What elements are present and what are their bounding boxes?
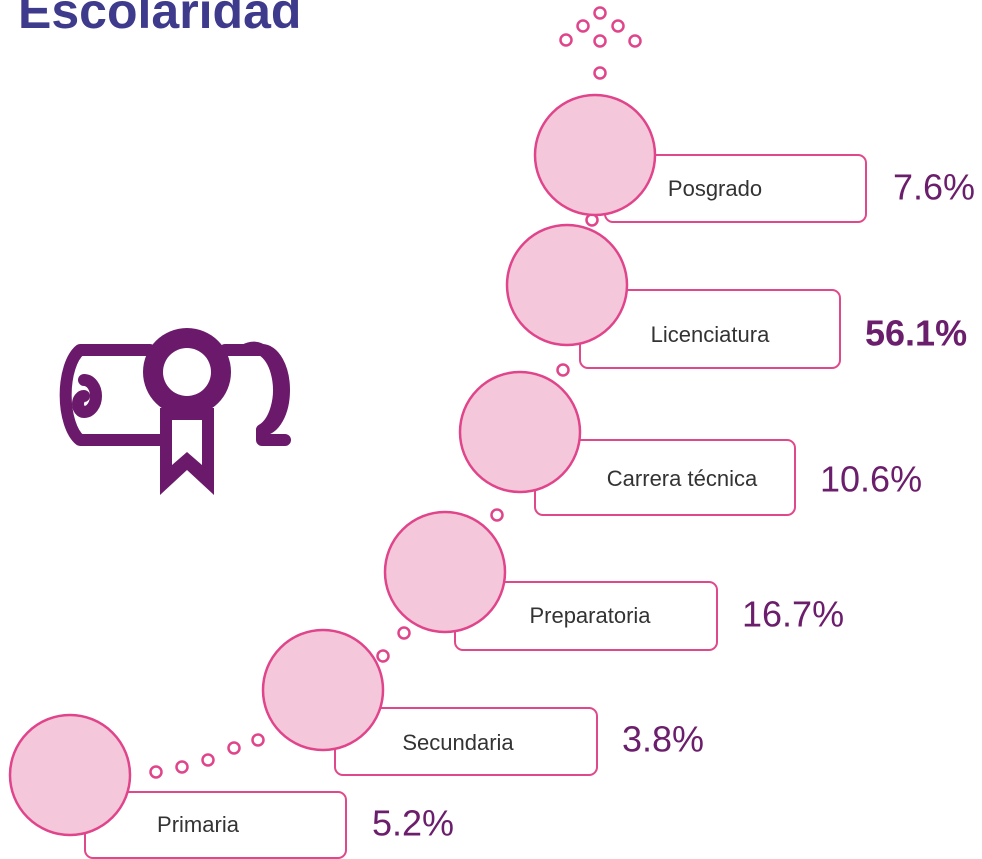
step-circle (458, 370, 582, 494)
step-label: Secundaria (402, 730, 514, 755)
step-value: 16.7% (742, 594, 844, 635)
step-label: Primaria (157, 812, 240, 837)
step-label: Posgrado (668, 176, 762, 201)
step-label: Preparatoria (529, 603, 651, 628)
title: Escolaridad (18, 0, 301, 39)
step: Carrera técnica 10.6% (458, 370, 922, 516)
step: Primaria 5.2% (8, 713, 454, 859)
diploma-icon (59, 328, 291, 495)
step-value: 7.6% (893, 167, 975, 208)
step-value: 3.8% (622, 719, 704, 760)
step: Preparatoria 16.7% (383, 510, 844, 651)
step-circle (261, 628, 385, 752)
step-circle (533, 93, 657, 217)
decor-dots (149, 6, 642, 779)
step: Secundaria 3.8% (261, 628, 704, 776)
step-circle (8, 713, 132, 837)
step: Posgrado 7.6% (533, 93, 975, 223)
step: Licenciatura 56.1% (505, 223, 967, 369)
step-value: 5.2% (372, 803, 454, 844)
step-label: Carrera técnica (607, 466, 758, 491)
step-circle (505, 223, 629, 347)
step-value: 56.1% (865, 313, 967, 354)
step-value: 10.6% (820, 459, 922, 500)
step-circle (383, 510, 507, 634)
step-label: Licenciatura (651, 322, 770, 347)
